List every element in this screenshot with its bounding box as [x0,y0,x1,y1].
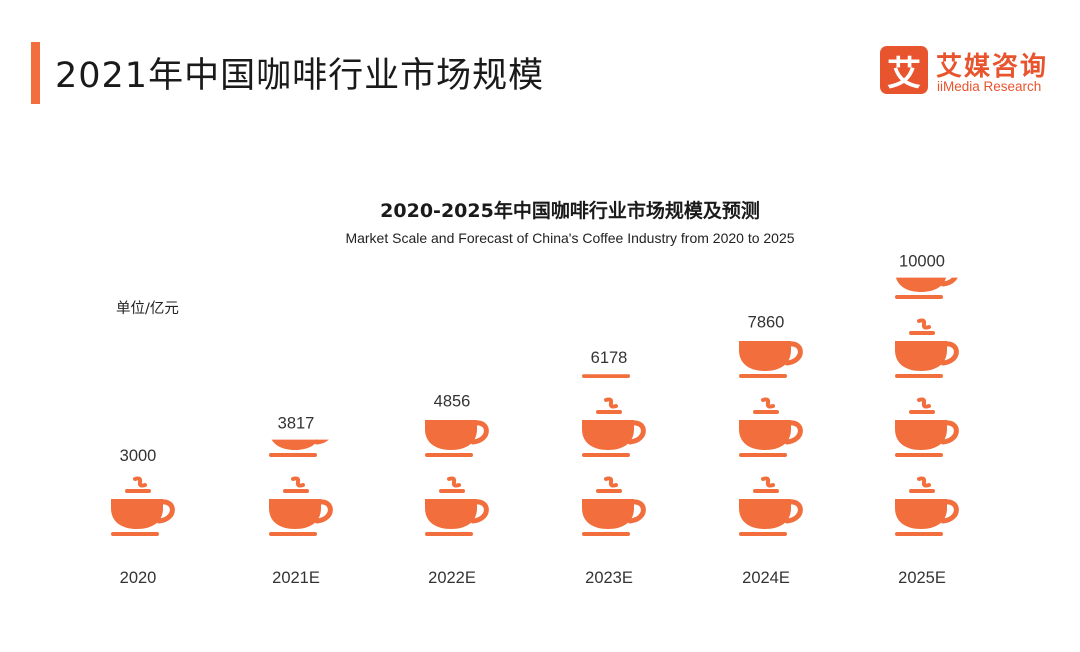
category-label: 2020 [120,569,157,587]
data-label: 3000 [120,447,157,465]
data-label: 4856 [434,392,471,410]
logo-mark: 艾 [880,46,928,94]
chart-subtitle: Market Scale and Forecast of China's Cof… [345,230,795,246]
partial-coffee-cup-icon [425,420,489,457]
bar-column-2023E: 6178 2023E [582,349,646,587]
page-title: 2021年中国咖啡行业市场规模 [55,56,545,96]
category-label: 2022E [428,569,476,587]
iimedia-logo: 艾 艾媒咨询 iiMedia Research [880,46,1055,100]
partial-coffee-cup-icon [582,374,630,378]
coffee-cup-icon [425,476,489,536]
data-label: 10000 [899,253,945,271]
category-label: 2023E [585,569,633,587]
coffee-cup-icon [895,318,959,378]
logo-name-en: iiMedia Research [937,79,1042,94]
coffee-cup-icon [269,476,333,536]
partial-coffee-cup-icon [895,277,958,299]
bar-column-2025E: 10000 2025E [895,253,959,587]
bar-column-2020: 3000 2020 [111,447,175,587]
coffee-cup-icon [739,397,803,457]
coffee-cup-icon [582,476,646,536]
partial-coffee-cup-icon [269,439,329,457]
coffee-cup-icon [895,476,959,536]
coffee-cup-icon [582,397,646,457]
logo-name-cn: 艾媒咨询 [936,52,1049,82]
data-label: 6178 [591,349,628,367]
bar-column-2022E: 4856 2022E [425,392,489,587]
bar-column-2021E: 3817 2021E [269,415,333,587]
category-label: 2021E [272,569,320,587]
coffee-cup-icon [895,397,959,457]
partial-coffee-cup-icon [739,341,803,378]
data-label: 7860 [748,313,785,331]
title-accent-bar [31,42,40,104]
chart-title: 2020-2025年中国咖啡行业市场规模及预测 [380,200,760,222]
unit-label: 单位/亿元 [116,301,179,317]
coffee-cup-icon [111,476,175,536]
category-label: 2024E [742,569,790,587]
bar-column-2024E: 7860 2024E [739,313,803,587]
category-label: 2025E [898,569,946,587]
coffee-cup-icon [739,476,803,536]
data-label: 3817 [278,415,315,433]
